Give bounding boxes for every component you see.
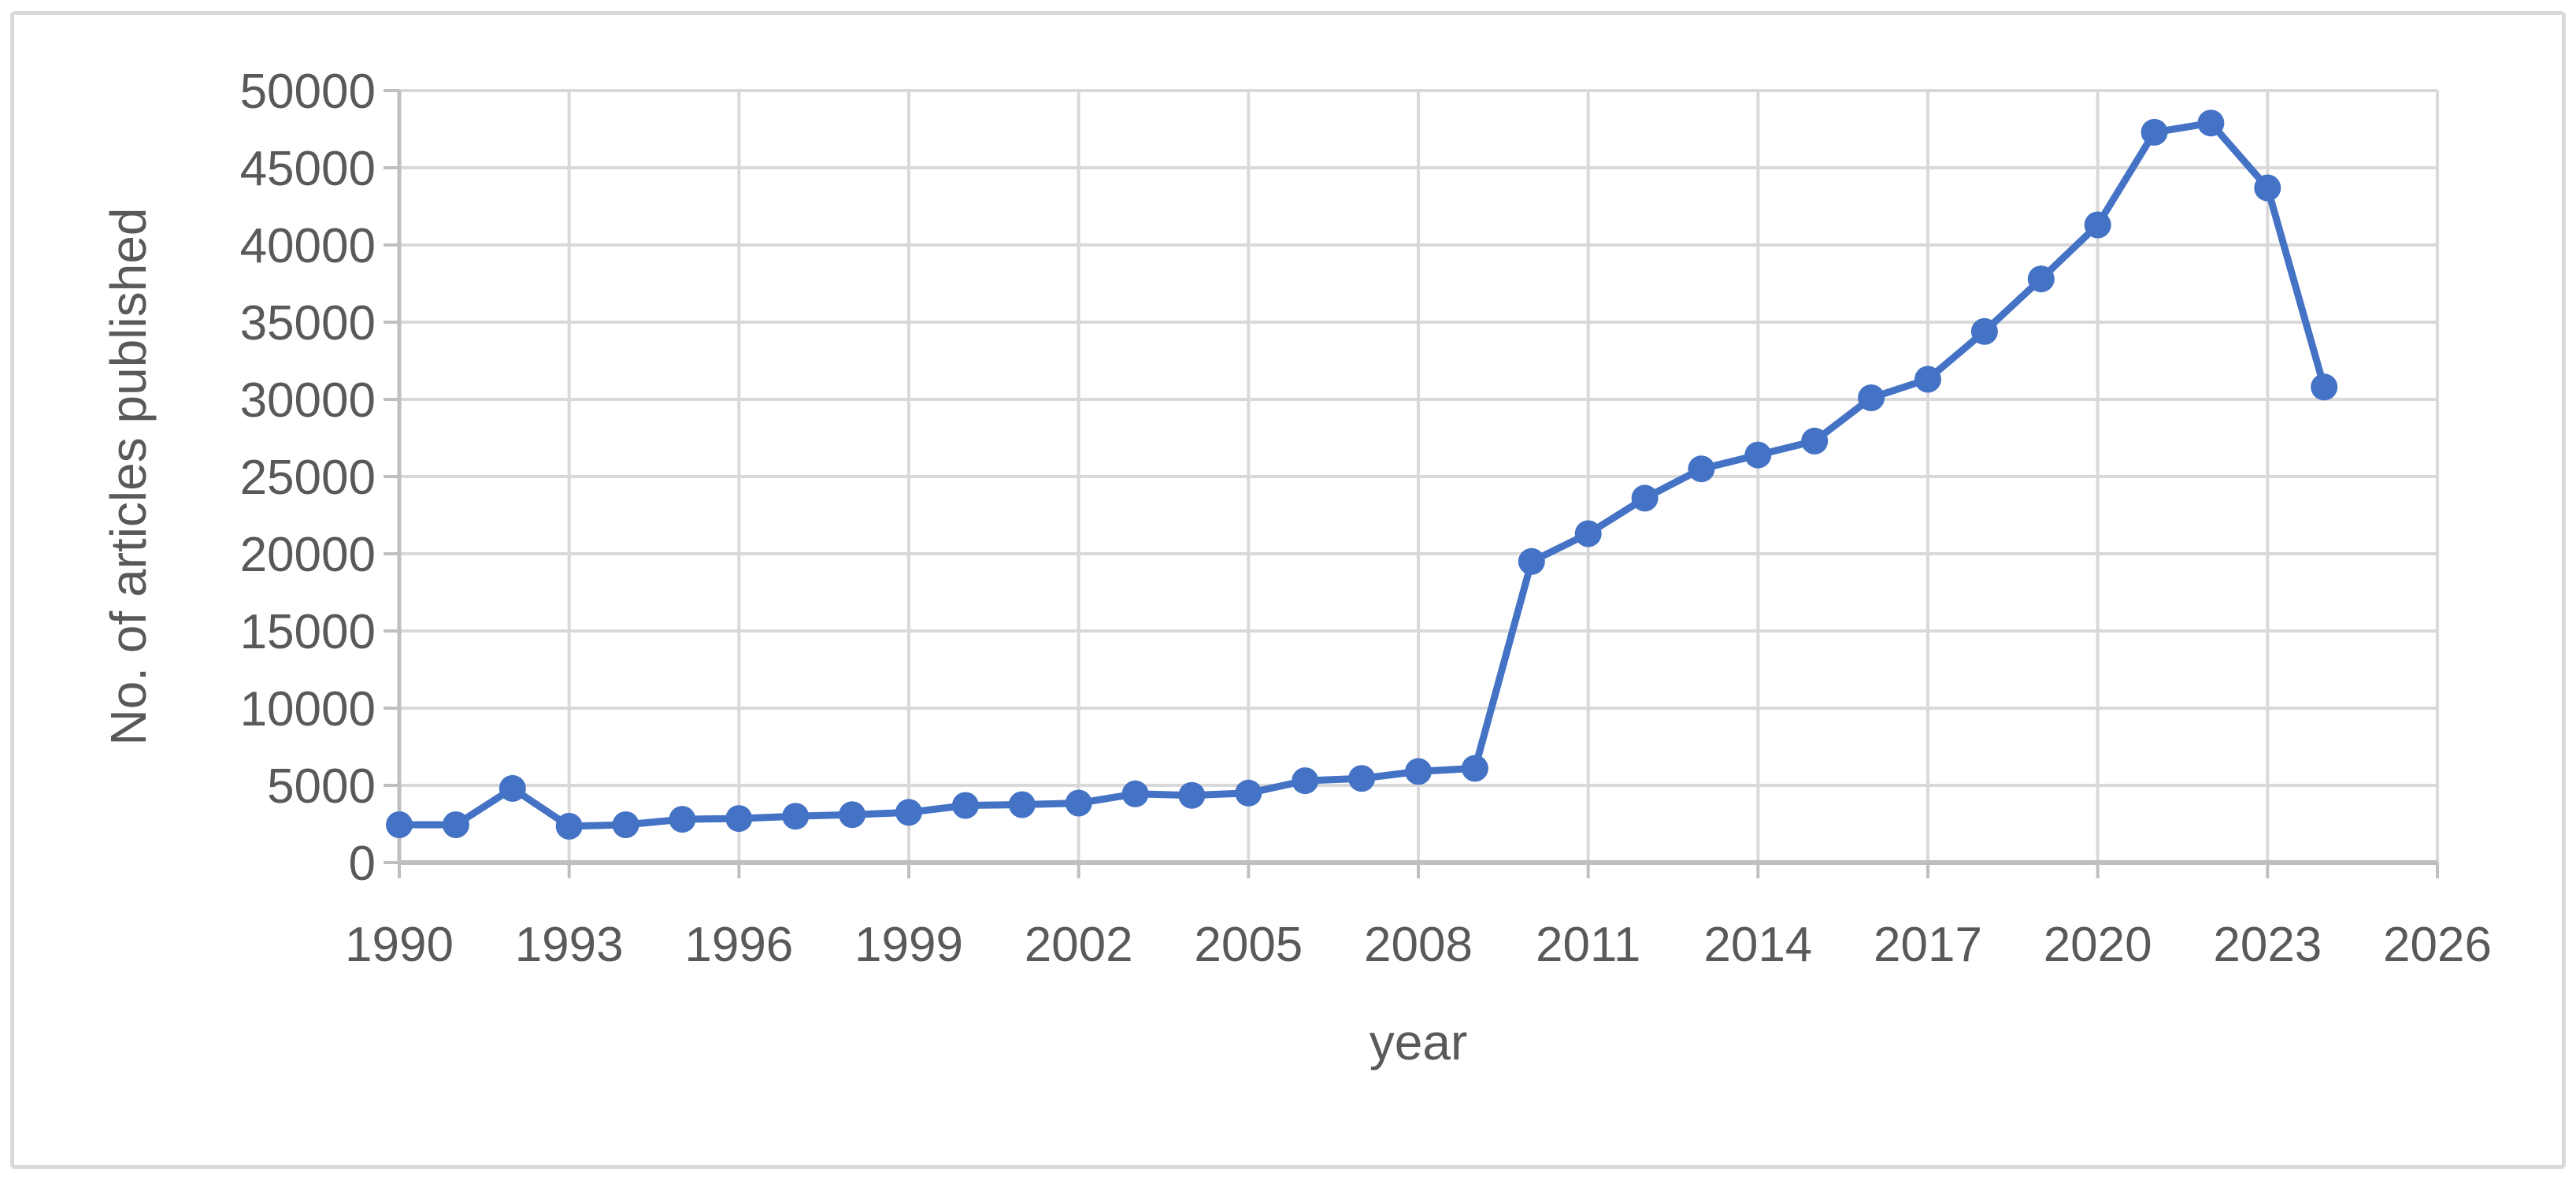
y-tick-label: 15000: [240, 605, 376, 659]
x-axis-title: year: [1370, 1014, 1468, 1071]
data-point: [499, 774, 526, 802]
data-point: [1292, 767, 1319, 795]
x-tick-label: 2026: [2383, 918, 2492, 972]
y-tick-label: 0: [349, 837, 376, 891]
data-point: [2140, 118, 2168, 146]
data-point: [839, 801, 866, 829]
data-point: [1914, 366, 1941, 393]
data-point: [2254, 174, 2281, 202]
data-point: [1348, 765, 1376, 792]
data-point: [951, 792, 979, 819]
data-point: [612, 811, 639, 838]
y-tick-label: 45000: [240, 142, 376, 196]
data-point: [1518, 547, 1545, 575]
data-point: [1688, 455, 1715, 483]
data-point: [725, 805, 753, 833]
data-point: [1970, 317, 1998, 345]
y-tick-label: 40000: [240, 219, 376, 273]
x-tick-label: 2008: [1364, 918, 1473, 972]
data-point: [1121, 780, 1149, 807]
data-point: [2311, 373, 2338, 401]
data-line: [395, 119, 2328, 830]
y-tick-label: 10000: [240, 682, 376, 737]
data-point: [1858, 384, 1885, 411]
data-point: [669, 806, 696, 833]
tick-labels-group: 1990 1993 1996 1999 2002 2005 2008 2011 2014 2017…: [240, 65, 2492, 972]
data-point: [2084, 211, 2111, 239]
data-point: [2027, 265, 2055, 293]
data-point: [2197, 109, 2225, 137]
data-point: [1744, 441, 1772, 469]
data-point: [1801, 427, 1829, 455]
x-tick-label: 1999: [854, 918, 963, 972]
y-tick-label: 20000: [240, 528, 376, 582]
data-point: [1178, 781, 1206, 809]
data-point: [1461, 755, 1488, 782]
data-point: [895, 799, 922, 826]
data-point: [782, 803, 810, 830]
x-tick-label: 2017: [1874, 918, 1982, 972]
x-tick-label: 1990: [345, 918, 454, 972]
gridlines-group: [399, 89, 2439, 863]
x-tick-label: 2014: [1703, 918, 1812, 972]
data-point: [442, 811, 469, 838]
y-tick-label: 30000: [240, 373, 376, 428]
data-point: [555, 812, 583, 840]
x-tick-label: 2023: [2213, 918, 2322, 972]
y-tick-label: 5000: [267, 759, 376, 814]
y-axis-title: No. of articles published: [100, 207, 157, 745]
data-point: [1405, 758, 1432, 785]
data-point: [1065, 789, 1092, 817]
y-tick-label: 50000: [240, 65, 376, 119]
data-point: [1574, 520, 1602, 547]
x-tick-label: 2005: [1194, 918, 1303, 972]
y-tick-label: 35000: [240, 296, 376, 351]
y-tick-label: 25000: [240, 451, 376, 505]
data-point: [1631, 484, 1659, 512]
data-series-group: [386, 109, 2338, 840]
data-point: [386, 811, 413, 838]
axes-group: [384, 89, 2439, 878]
x-tick-label: 2020: [2044, 918, 2152, 972]
x-tick-label: 1993: [515, 918, 624, 972]
x-tick-label: 2002: [1025, 918, 1133, 972]
data-point: [1008, 791, 1036, 818]
x-tick-label: 1996: [684, 918, 793, 972]
x-tick-label: 2011: [1536, 918, 1640, 972]
data-point: [1235, 779, 1262, 807]
